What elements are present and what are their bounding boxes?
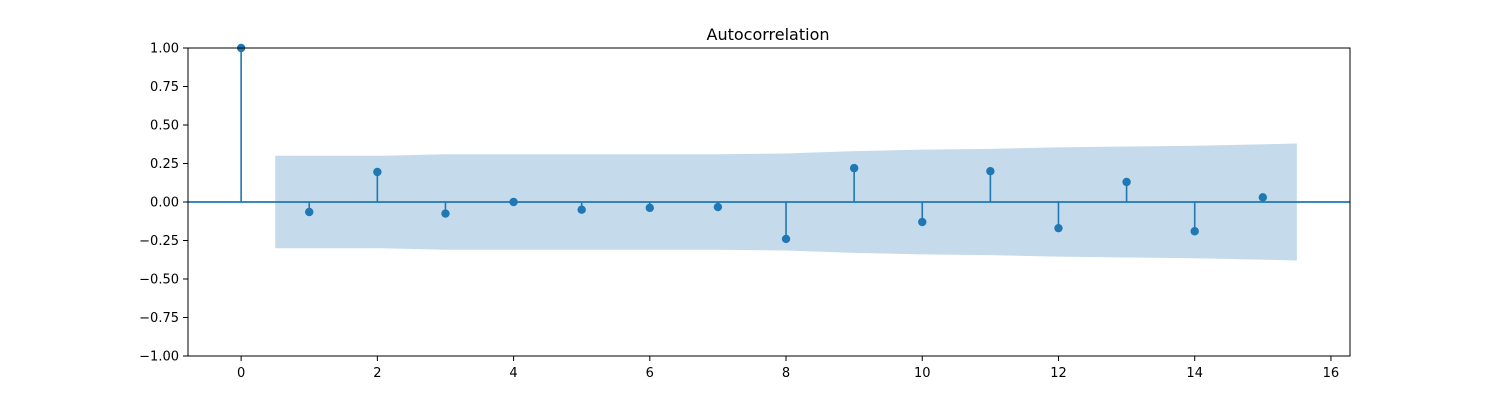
y-tick-label: 0.25 (150, 157, 179, 172)
x-tick-label: 12 (1050, 366, 1067, 381)
y-tick-label: 0.50 (150, 119, 179, 134)
x-tick-label: 14 (1186, 366, 1203, 381)
marker-lag-12 (1054, 223, 1063, 233)
marker-lag-8 (781, 234, 791, 244)
y-tick-label: 0.75 (150, 80, 179, 95)
x-tick-label: 0 (237, 366, 245, 381)
y-tick-label: −0.25 (139, 234, 179, 249)
marker-lag-9 (849, 163, 859, 173)
y-tick-label: −1.00 (139, 350, 179, 365)
marker-lag-10 (918, 217, 927, 227)
y-tick-label: −0.50 (139, 273, 179, 288)
y-tick-label: 1.00 (150, 42, 179, 57)
x-tick-label: 6 (646, 366, 654, 381)
x-tick-label: 2 (373, 366, 381, 381)
marker-lag-15 (1258, 193, 1268, 202)
x-tick-label: 10 (914, 366, 931, 381)
x-tick-label: 8 (782, 366, 790, 381)
marker-lag-11 (986, 167, 995, 176)
marker-lag-14 (1190, 227, 1199, 236)
marker-lag-5 (577, 205, 586, 214)
stem-layer (188, 43, 1350, 244)
x-tick-label: 16 (1323, 366, 1340, 381)
marker-lag-7 (713, 202, 723, 212)
marker-lag-3 (441, 209, 450, 218)
y-tick-label: 0.00 (150, 196, 179, 211)
marker-lag-13 (1122, 177, 1131, 187)
marker-lag-1 (305, 207, 314, 217)
chart-title: Autocorrelation (707, 25, 830, 44)
marker-lag-6 (645, 203, 655, 213)
axes-layer: −1.00 −0.75 −0.50 −0.25 0.00 0.25 0.50 0.75 1.00… (139, 42, 1351, 381)
x-tick-label: 4 (509, 366, 517, 381)
marker-lag-4 (509, 197, 518, 207)
marker-lag-2 (373, 167, 382, 177)
y-tick-label: −0.75 (139, 311, 179, 326)
